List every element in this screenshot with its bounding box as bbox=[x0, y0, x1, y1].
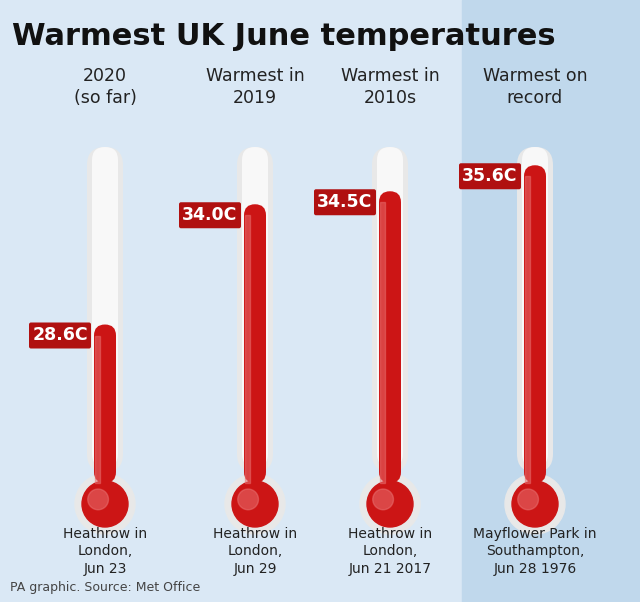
Text: PA graphic. Source: Met Office: PA graphic. Source: Met Office bbox=[10, 581, 200, 594]
Text: Warmest in
2019: Warmest in 2019 bbox=[205, 67, 305, 107]
FancyBboxPatch shape bbox=[524, 166, 546, 483]
Circle shape bbox=[512, 481, 558, 527]
Text: Warmest on
record: Warmest on record bbox=[483, 67, 588, 107]
FancyBboxPatch shape bbox=[517, 147, 553, 472]
FancyBboxPatch shape bbox=[459, 163, 521, 189]
Text: 2020
(so far): 2020 (so far) bbox=[74, 67, 136, 107]
Circle shape bbox=[372, 489, 394, 510]
FancyBboxPatch shape bbox=[522, 147, 548, 467]
Bar bbox=[95, 335, 100, 483]
FancyBboxPatch shape bbox=[372, 147, 408, 472]
Circle shape bbox=[360, 474, 420, 534]
Text: Heathrow in
London,
Jun 29: Heathrow in London, Jun 29 bbox=[213, 527, 297, 576]
Bar bbox=[245, 216, 250, 483]
FancyBboxPatch shape bbox=[87, 147, 123, 472]
Circle shape bbox=[88, 489, 108, 510]
Text: Heathrow in
London,
Jun 21 2017: Heathrow in London, Jun 21 2017 bbox=[348, 527, 432, 576]
FancyBboxPatch shape bbox=[92, 147, 118, 467]
Text: 28.6C: 28.6C bbox=[32, 326, 88, 344]
Text: Heathrow in
London,
Jun 23: Heathrow in London, Jun 23 bbox=[63, 527, 147, 576]
FancyBboxPatch shape bbox=[29, 323, 91, 349]
Circle shape bbox=[518, 489, 538, 510]
FancyBboxPatch shape bbox=[179, 202, 241, 228]
Text: 35.6C: 35.6C bbox=[462, 167, 518, 185]
Circle shape bbox=[505, 474, 565, 534]
Circle shape bbox=[75, 474, 135, 534]
Text: Warmest in
2010s: Warmest in 2010s bbox=[340, 67, 440, 107]
FancyBboxPatch shape bbox=[242, 147, 268, 467]
FancyBboxPatch shape bbox=[94, 324, 116, 483]
Bar bbox=[462, 0, 640, 602]
FancyBboxPatch shape bbox=[314, 189, 376, 216]
Circle shape bbox=[232, 481, 278, 527]
FancyBboxPatch shape bbox=[237, 147, 273, 472]
Text: Mayflower Park in
Southampton,
Jun 28 1976: Mayflower Park in Southampton, Jun 28 19… bbox=[473, 527, 596, 576]
Circle shape bbox=[367, 481, 413, 527]
Text: 34.5C: 34.5C bbox=[317, 193, 372, 211]
FancyBboxPatch shape bbox=[379, 191, 401, 483]
Text: 34.0C: 34.0C bbox=[182, 206, 237, 225]
Bar bbox=[525, 176, 530, 483]
Bar bbox=[380, 202, 385, 483]
Circle shape bbox=[225, 474, 285, 534]
FancyBboxPatch shape bbox=[377, 147, 403, 467]
FancyBboxPatch shape bbox=[244, 204, 266, 483]
Circle shape bbox=[237, 489, 259, 510]
Circle shape bbox=[82, 481, 128, 527]
Text: Warmest UK June temperatures: Warmest UK June temperatures bbox=[12, 22, 556, 51]
